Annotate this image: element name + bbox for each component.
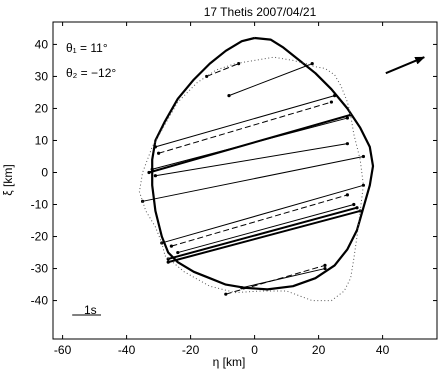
chord-endpoint [361, 154, 365, 159]
chord-endpoint [176, 250, 180, 255]
plot-frame [52, 21, 438, 340]
chord-endpoint [345, 142, 349, 146]
solid-outline [151, 36, 375, 291]
chord-line [177, 204, 354, 254]
x-tick-label: -60 [54, 343, 72, 357]
chart-title: 17 Thetis 2007/04/21 [204, 5, 317, 19]
chord-endpoint [355, 206, 359, 210]
x-tick-label: -20 [182, 343, 200, 357]
y-tick-label: -10 [31, 198, 49, 212]
chord-endpoint [323, 263, 327, 267]
chord-line [161, 184, 364, 244]
chord-line-dashed [206, 63, 239, 77]
x-tick-label: 40 [376, 343, 390, 357]
chord-endpoint [227, 94, 231, 98]
chord-endpoint [323, 266, 327, 271]
axis-ticks: -60 -40 -20 0 20 40 -40 -30 -20 -10 0 10 20 30 40 [31, 22, 437, 357]
scale-bar-label: 1s [84, 303, 97, 317]
chord-endpoint [153, 174, 157, 178]
chord-endpoint [166, 260, 170, 264]
chord-line-bold [148, 113, 351, 174]
x-axis-label: η [km] [213, 355, 246, 369]
chord-endpoint [329, 100, 333, 104]
chord-endpoint [169, 244, 173, 248]
chord-endpoint [345, 193, 349, 197]
direction-arrow-icon [385, 56, 426, 75]
chord-endpoint [147, 170, 151, 175]
y-axis-label: ξ [km] [1, 164, 15, 195]
theta2-label: θ₂ = −12° [66, 66, 116, 80]
chord-endpoint [157, 151, 161, 155]
chord-line [241, 268, 326, 289]
shape-outlines [138, 36, 375, 302]
y-tick-label: -20 [31, 230, 49, 244]
x-tick-label: -40 [118, 343, 136, 357]
theta1-label: θ₁ = 11° [66, 41, 108, 55]
y-tick-label: 10 [35, 133, 49, 147]
chord-line-bold [167, 209, 361, 264]
chord-endpoint [141, 199, 145, 203]
chord-lines [141, 62, 365, 296]
y-tick-label: -30 [31, 262, 49, 276]
x-tick-label: 20 [312, 343, 326, 357]
chord-line [228, 63, 313, 97]
chord-endpoint [224, 292, 228, 296]
y-tick-label: 40 [35, 37, 49, 51]
chord-line [155, 143, 348, 177]
annotations: θ₁ = 11° θ₂ = −12° 1s [66, 41, 426, 317]
chord-line-dashed [171, 194, 348, 247]
chord-endpoint [310, 62, 314, 66]
chord-line-dashed [225, 264, 326, 295]
chord-endpoint [345, 116, 349, 120]
chord-endpoint [205, 74, 209, 79]
y-tick-label: 20 [35, 101, 49, 115]
chord-line-dashed [158, 101, 332, 154]
chord-line [142, 155, 364, 202]
x-tick-label: 0 [251, 343, 258, 357]
chord-line [155, 95, 335, 148]
y-tick-label: 0 [41, 165, 48, 179]
y-tick-label: 30 [35, 69, 49, 83]
chord-endpoint [361, 183, 365, 187]
y-tick-label: -40 [31, 294, 49, 308]
chord-endpoint [352, 202, 356, 207]
chord-endpoint [166, 257, 170, 261]
chord-line-bold [167, 206, 358, 260]
